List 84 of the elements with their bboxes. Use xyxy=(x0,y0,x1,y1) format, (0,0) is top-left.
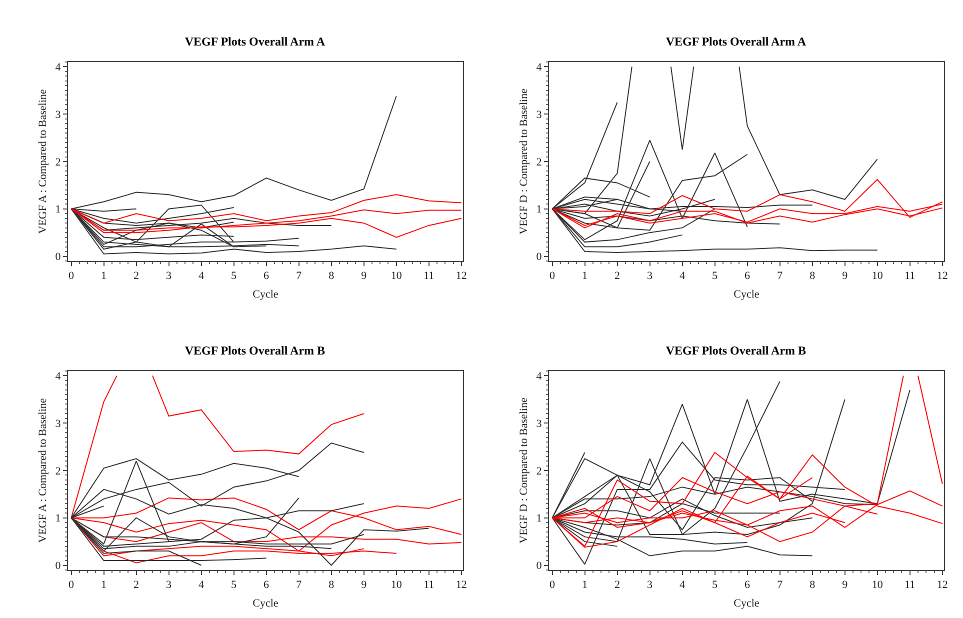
y-tick-label: 3 xyxy=(55,418,62,430)
x-tick-label: 9 xyxy=(842,579,848,592)
x-tick-label: 6 xyxy=(744,270,751,282)
y-tick-label: 1 xyxy=(55,512,61,525)
x-tick-label: 1 xyxy=(582,270,588,282)
y-tick-label: 2 xyxy=(55,465,61,478)
x-axis-title: Cycle xyxy=(252,288,278,300)
y-tick-label: 2 xyxy=(536,465,542,478)
x-tick-label: 2 xyxy=(614,579,620,592)
y-tick-label: 4 xyxy=(55,62,62,74)
x-tick-label: 11 xyxy=(424,270,434,282)
y-axis-title: VEGF A : Compared to Baseline xyxy=(36,398,49,543)
y-axis-title: VEGF D : Compared to Baseline xyxy=(518,88,530,234)
y-tick-label: 2 xyxy=(536,156,542,168)
x-tick-label: 6 xyxy=(744,579,751,592)
x-tick-label: 9 xyxy=(361,579,368,592)
x-tick-label: 1 xyxy=(582,579,588,592)
x-tick-label: 7 xyxy=(777,270,784,282)
y-tick-label: 0 xyxy=(536,251,542,264)
x-tick-label: 3 xyxy=(166,579,172,592)
x-tick-label: 12 xyxy=(936,579,948,592)
y-tick-label: 3 xyxy=(55,108,62,121)
x-tick-label: 10 xyxy=(872,270,884,282)
y-tick-label: 3 xyxy=(536,108,542,121)
y-axis-title: VEGF A : Compared to Baseline xyxy=(36,89,49,234)
y-tick-label: 4 xyxy=(536,370,542,383)
x-tick-label: 5 xyxy=(231,270,238,282)
x-tick-label: 10 xyxy=(872,579,884,592)
x-tick-label: 5 xyxy=(712,579,718,592)
x-tick-label: 3 xyxy=(166,270,172,282)
x-tick-label: 8 xyxy=(328,579,335,592)
x-tick-label: 9 xyxy=(842,270,848,282)
y-tick-label: 3 xyxy=(536,418,542,430)
chart-title: VEGF Plots Overall Arm A xyxy=(184,34,326,48)
x-tick-label: 4 xyxy=(198,270,205,282)
y-tick-label: 1 xyxy=(536,512,542,525)
x-tick-label: 12 xyxy=(456,579,467,592)
x-tick-label: 6 xyxy=(264,270,270,282)
x-tick-label: 8 xyxy=(810,270,816,282)
x-tick-label: 5 xyxy=(231,579,238,592)
y-tick-label: 0 xyxy=(55,560,62,572)
x-tick-label: 3 xyxy=(647,579,654,592)
x-tick-label: 0 xyxy=(68,270,74,282)
x-tick-label: 3 xyxy=(647,270,654,282)
y-axis-title: VEGF D : Compared to Baseline xyxy=(518,398,530,544)
x-axis-title: Cycle xyxy=(252,597,278,610)
y-tick-label: 0 xyxy=(55,251,62,264)
x-tick-label: 7 xyxy=(296,270,302,282)
x-tick-label: 6 xyxy=(264,579,270,592)
x-tick-label: 0 xyxy=(68,579,74,592)
chart-title: VEGF Plots Overall Arm B xyxy=(666,343,806,358)
y-tick-label: 4 xyxy=(536,62,542,74)
x-tick-label: 10 xyxy=(390,270,402,282)
x-tick-label: 7 xyxy=(296,579,302,592)
x-axis-title: Cycle xyxy=(734,597,760,610)
chart-title: VEGF Plots Overall Arm A xyxy=(666,34,806,48)
x-tick-label: 11 xyxy=(424,579,434,592)
x-tick-label: 1 xyxy=(101,270,107,282)
x-tick-label: 1 xyxy=(101,579,107,592)
y-tick-label: 2 xyxy=(55,156,61,168)
y-tick-label: 4 xyxy=(55,370,62,383)
y-tick-label: 1 xyxy=(55,204,61,216)
x-tick-label: 0 xyxy=(550,270,556,282)
x-tick-label: 9 xyxy=(361,270,368,282)
x-tick-label: 2 xyxy=(134,579,140,592)
chart-title: VEGF Plots Overall Arm B xyxy=(184,343,326,358)
x-tick-label: 11 xyxy=(904,579,916,592)
x-tick-label: 2 xyxy=(134,270,140,282)
x-tick-label: 4 xyxy=(198,579,205,592)
x-tick-label: 0 xyxy=(550,579,556,592)
x-tick-label: 2 xyxy=(614,270,620,282)
x-tick-label: 11 xyxy=(904,270,916,282)
x-axis-title: Cycle xyxy=(734,288,760,300)
x-tick-label: 4 xyxy=(680,270,686,282)
y-tick-label: 1 xyxy=(536,204,542,216)
x-tick-label: 8 xyxy=(328,270,335,282)
y-tick-label: 0 xyxy=(536,560,542,572)
x-tick-label: 5 xyxy=(712,270,718,282)
x-tick-label: 4 xyxy=(680,579,686,592)
x-tick-label: 12 xyxy=(456,270,467,282)
x-tick-label: 8 xyxy=(810,579,816,592)
x-tick-label: 10 xyxy=(390,579,402,592)
x-tick-label: 7 xyxy=(777,579,784,592)
x-tick-label: 12 xyxy=(936,270,948,282)
